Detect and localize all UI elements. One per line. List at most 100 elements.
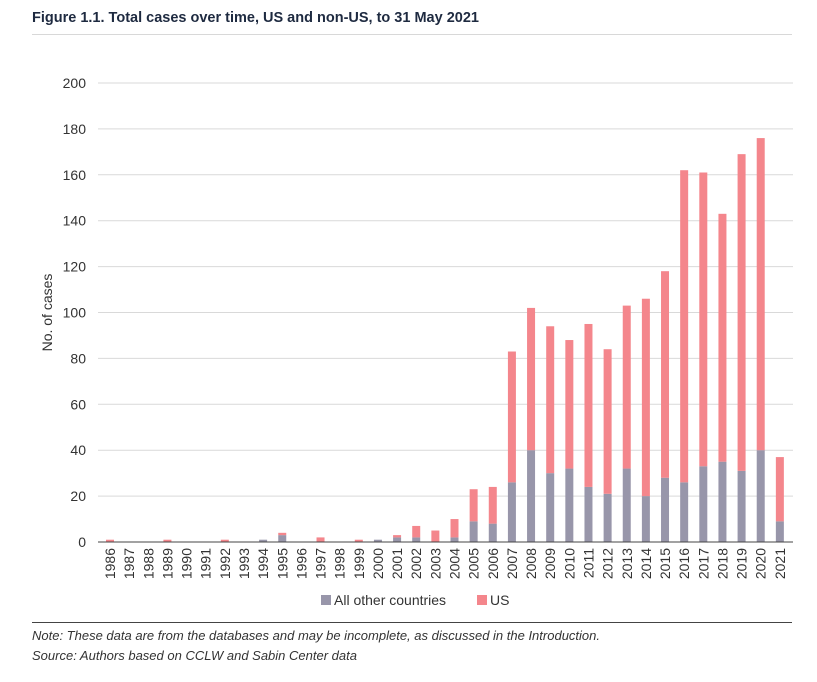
bar-other-2016 xyxy=(680,482,689,542)
x-tick-label: 2010 xyxy=(561,548,577,579)
bar-other-2017 xyxy=(699,466,708,542)
bar-us-1986 xyxy=(106,539,114,542)
bar-other-2018 xyxy=(718,461,727,542)
legend-label-us: US xyxy=(490,592,509,608)
x-tick-label: 1996 xyxy=(293,548,309,579)
bar-us-2005 xyxy=(469,489,478,522)
legend-label-other: All other countries xyxy=(334,592,446,608)
bar-us-2006 xyxy=(488,486,497,524)
bar-us-2014 xyxy=(641,298,650,497)
x-tick-label: 1989 xyxy=(159,548,175,579)
legend-swatch-other xyxy=(321,595,331,605)
bar-us-2015 xyxy=(661,271,670,478)
bar-us-1997 xyxy=(316,537,325,542)
x-tick-label: 1993 xyxy=(236,548,252,579)
bar-other-2015 xyxy=(661,477,670,542)
bar-other-2008 xyxy=(527,450,536,542)
x-tick-label: 2005 xyxy=(466,548,482,579)
x-tick-label: 2002 xyxy=(408,548,424,579)
x-tick-label: 1999 xyxy=(351,548,367,579)
x-tick-label: 2019 xyxy=(734,548,750,579)
x-tick-label: 2021 xyxy=(772,548,788,579)
legend-swatch-us xyxy=(477,595,487,605)
bar-us-2017 xyxy=(699,172,708,467)
title-divider xyxy=(32,34,792,35)
bar-us-2018 xyxy=(718,213,727,462)
bar-other-2010 xyxy=(565,468,574,542)
bar-us-1992 xyxy=(220,539,229,542)
y-tick-label: 80 xyxy=(70,350,86,366)
bar-us-2011 xyxy=(584,323,593,487)
x-tick-label: 2008 xyxy=(523,548,539,579)
bar-us-1989 xyxy=(163,539,172,542)
bar-us-2021 xyxy=(775,457,784,522)
x-tick-label: 2009 xyxy=(542,548,558,579)
x-tick-label: 1987 xyxy=(121,548,137,579)
y-axis-label: No. of cases xyxy=(39,274,55,352)
x-tick-label: 1990 xyxy=(179,548,195,579)
x-tick-label: 1992 xyxy=(217,548,233,579)
x-tick-label: 2020 xyxy=(753,548,769,579)
bar-us-1995 xyxy=(278,532,287,536)
x-tick-label: 1995 xyxy=(274,548,290,579)
bar-other-2004 xyxy=(450,537,459,542)
bar-other-2020 xyxy=(756,450,765,542)
bar-us-2002 xyxy=(412,525,421,538)
chart-note: Note: These data are from the databases … xyxy=(32,628,600,643)
x-tick-label: 1986 xyxy=(102,548,118,579)
bar-us-2009 xyxy=(546,326,555,474)
bar-us-2012 xyxy=(603,349,612,494)
x-tick-label: 1994 xyxy=(255,548,271,579)
x-tick-label: 2013 xyxy=(619,548,635,579)
x-tick-label: 2018 xyxy=(714,548,730,579)
x-tick-label: 2006 xyxy=(485,548,501,579)
bar-other-2005 xyxy=(469,521,478,542)
bar-other-1994 xyxy=(259,539,268,542)
bar-other-2013 xyxy=(622,468,631,542)
x-tick-label: 1991 xyxy=(198,548,214,579)
bar-us-2010 xyxy=(565,340,574,469)
y-tick-label: 180 xyxy=(63,121,87,137)
bar-other-2019 xyxy=(737,470,746,542)
footer-divider xyxy=(32,622,792,623)
bar-us-2004 xyxy=(450,519,459,538)
x-tick-label: 2001 xyxy=(389,548,405,579)
y-tick-label: 0 xyxy=(78,534,86,550)
bar-us-2020 xyxy=(756,138,765,451)
x-tick-label: 2016 xyxy=(676,548,692,579)
x-tick-label: 1988 xyxy=(140,548,156,579)
bar-us-1999 xyxy=(354,539,363,542)
bar-other-2002 xyxy=(412,537,421,542)
bar-other-2000 xyxy=(373,539,382,542)
y-tick-label: 120 xyxy=(63,259,87,275)
x-tick-label: 2011 xyxy=(580,548,596,578)
x-tick-label: 2004 xyxy=(447,548,463,579)
x-tick-label: 1997 xyxy=(313,548,329,579)
x-tick-label: 1998 xyxy=(332,548,348,579)
bar-us-2007 xyxy=(507,351,516,483)
y-tick-label: 20 xyxy=(70,488,86,504)
bar-other-2014 xyxy=(641,496,650,542)
x-tick-label: 2015 xyxy=(657,548,673,579)
x-tick-label: 2007 xyxy=(504,548,520,579)
bar-us-2019 xyxy=(737,154,746,471)
x-tick-label: 2012 xyxy=(600,548,616,579)
bar-other-2011 xyxy=(584,486,593,542)
y-tick-label: 40 xyxy=(70,442,86,458)
bar-us-2008 xyxy=(527,307,536,451)
bar-other-2021 xyxy=(775,521,784,542)
x-tick-label: 2000 xyxy=(370,548,386,579)
bar-other-2009 xyxy=(546,473,555,542)
bar-other-2001 xyxy=(393,537,402,542)
y-tick-label: 60 xyxy=(70,396,86,412)
figure-title: Figure 1.1. Total cases over time, US an… xyxy=(32,10,479,26)
bar-other-2007 xyxy=(507,482,516,542)
y-tick-label: 140 xyxy=(63,213,87,229)
bar-us-2001 xyxy=(393,535,402,538)
bar-us-2016 xyxy=(680,170,689,483)
x-tick-label: 2003 xyxy=(427,548,443,579)
x-tick-label: 2014 xyxy=(638,548,654,579)
bar-other-2012 xyxy=(603,493,612,542)
y-tick-label: 160 xyxy=(63,167,87,183)
